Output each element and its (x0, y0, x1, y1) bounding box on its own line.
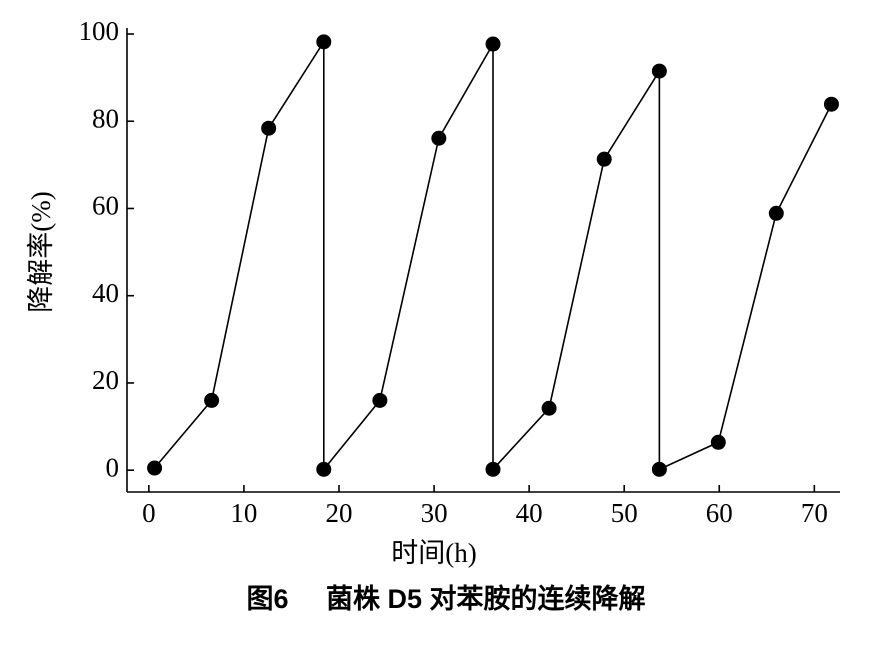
data-point (316, 461, 332, 477)
x-tick-label: 40 (516, 498, 543, 528)
x-tick-label: 60 (706, 498, 733, 528)
x-tick-label: 50 (611, 498, 638, 528)
data-point (651, 63, 667, 79)
data-point (485, 36, 501, 52)
y-axis-label: 降解率(%) (26, 191, 56, 312)
data-point (651, 461, 667, 477)
data-point (823, 96, 839, 112)
data-point (768, 205, 784, 221)
data-point (485, 461, 501, 477)
data-point (261, 120, 277, 136)
x-tick-label: 0 (142, 498, 156, 528)
chart-title: 图6 菌株 D5 对苯胺的连续降解 (246, 583, 645, 614)
y-tick-label: 80 (92, 103, 119, 133)
y-tick-label: 40 (92, 278, 119, 308)
data-point (316, 34, 332, 50)
x-tick-label: 30 (421, 498, 448, 528)
data-point (147, 460, 163, 476)
data-point (710, 434, 726, 450)
x-axis-label: 时间(h) (391, 538, 476, 568)
data-point (204, 392, 220, 408)
data-point (372, 392, 388, 408)
x-tick-label: 10 (230, 498, 257, 528)
y-tick-label: 100 (79, 16, 120, 46)
y-tick-label: 60 (92, 191, 119, 221)
y-tick-label: 0 (106, 452, 120, 482)
data-point (541, 400, 557, 416)
x-tick-label: 70 (801, 498, 828, 528)
y-tick-label: 20 (92, 365, 119, 395)
data-line (153, 39, 833, 472)
data-point (431, 130, 447, 146)
data-point (596, 151, 612, 167)
x-tick-label: 20 (325, 498, 352, 528)
